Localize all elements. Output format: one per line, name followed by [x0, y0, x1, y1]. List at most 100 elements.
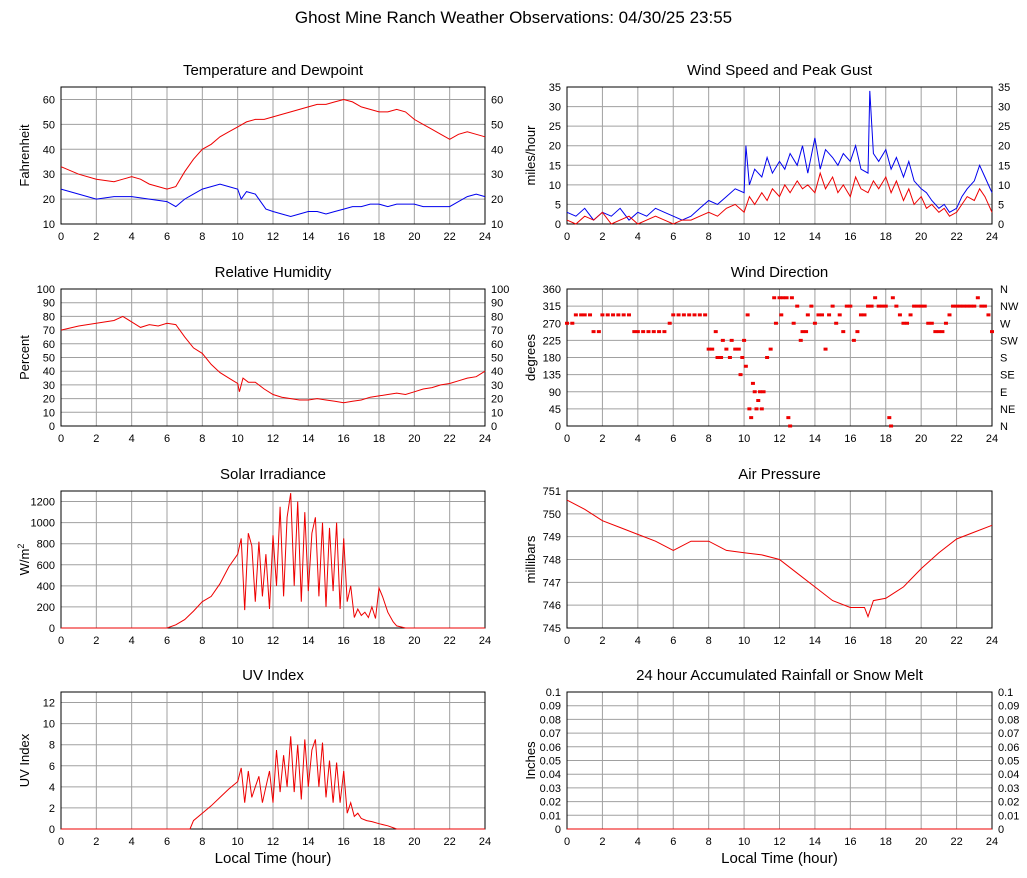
- page-title: Ghost Mine Ranch Weather Observations: 0…: [294, 8, 733, 27]
- humidity-x-tick-label: 24: [479, 433, 491, 445]
- humidity-x-tick-label: 16: [338, 433, 350, 445]
- solar-y-tick-label: 200: [37, 602, 55, 614]
- rain-y-tick-label-right: 0.01: [998, 810, 1019, 822]
- solar-y-tick-label: 600: [37, 560, 55, 572]
- wind-direction-point: [975, 296, 980, 300]
- wind-direction-point: [724, 347, 729, 351]
- rain-x-tick-label: 0: [564, 836, 570, 848]
- wind-speed-x-tick-label: 16: [844, 231, 856, 243]
- wind-speed-y-tick-label: 0: [555, 219, 561, 231]
- rain-y-tick-label: 0.02: [540, 797, 561, 809]
- rain-x-tick-label: 12: [773, 836, 785, 848]
- wind-direction-point: [866, 304, 871, 308]
- wind-direction-point: [692, 313, 697, 317]
- solar-x-tick-label: 14: [302, 635, 314, 647]
- temperature-title: Temperature and Dewpoint: [183, 62, 364, 79]
- humidity-y-tick-label-right: 30: [491, 380, 503, 392]
- temperature-x-tick-label: 10: [232, 231, 244, 243]
- wind-direction-x-tick-label: 18: [880, 433, 892, 445]
- pressure-y-tick-label: 748: [543, 555, 561, 567]
- temperature-y-tick-label-right: 50: [491, 119, 503, 131]
- wind-direction-point: [901, 321, 906, 325]
- wind-direction-point: [750, 381, 755, 385]
- wind-direction-point: [908, 313, 913, 317]
- temperature-x-tick-label: 20: [408, 231, 420, 243]
- wind-direction-point: [591, 330, 596, 334]
- wind-direction-compass-label: E: [1000, 387, 1007, 399]
- pressure-x-tick-label: 24: [986, 635, 998, 647]
- temperature-x-tick-label: 2: [93, 231, 99, 243]
- wind-direction-x-tick-label: 4: [635, 433, 641, 445]
- uv-x-tick-label: 2: [93, 836, 99, 848]
- wind-direction-x-tick-label: 16: [844, 433, 856, 445]
- wind-direction-point: [827, 313, 832, 317]
- uv-x-axis-label: Local Time (hour): [215, 850, 332, 867]
- rain-y-tick-label: 0.1: [546, 687, 561, 699]
- wind-direction-point: [765, 356, 770, 359]
- wind-direction-point: [651, 330, 656, 334]
- uv-x-tick-label: 14: [302, 836, 314, 848]
- wind-speed-x-tick-label: 20: [915, 231, 927, 243]
- wind-direction-x-tick-label: 6: [670, 433, 676, 445]
- wind-direction-compass-label: NE: [1000, 404, 1015, 416]
- pressure-title: Air Pressure: [738, 466, 821, 483]
- uv-x-tick-label: 16: [338, 836, 350, 848]
- pressure-y-axis-label: millibars: [523, 535, 538, 583]
- wind-direction-point: [889, 424, 894, 428]
- wind-direction-point: [715, 356, 720, 359]
- humidity-y-tick-label: 0: [49, 421, 55, 433]
- humidity-y-tick-label-right: 50: [491, 353, 503, 365]
- wind-direction-point: [727, 356, 732, 359]
- wind-direction-point: [588, 313, 593, 317]
- wind-direction-y-tick-label: 315: [543, 301, 561, 313]
- humidity-y-tick-label: 60: [43, 339, 55, 351]
- rain-x-tick-label: 24: [986, 836, 998, 848]
- wind-direction-y-tick-label: 270: [543, 318, 561, 330]
- pressure-y-tick-label: 745: [543, 623, 561, 635]
- wind-direction-point: [848, 304, 853, 308]
- wind-direction-point: [933, 330, 938, 334]
- pressure-x-tick-label: 4: [635, 635, 641, 647]
- rain-y-tick-label-right: 0.03: [998, 783, 1019, 795]
- uv-x-tick-label: 10: [232, 836, 244, 848]
- rain-y-tick-label: 0.08: [540, 714, 561, 726]
- temperature-x-tick-label: 24: [479, 231, 491, 243]
- solar-y-tick-label: 400: [37, 581, 55, 593]
- solar-x-tick-label: 22: [444, 635, 456, 647]
- wind-direction-compass-label: SW: [1000, 335, 1018, 347]
- wind-speed-y-tick-label-right: 20: [998, 141, 1010, 153]
- wind-speed-series-line-2: [566, 171, 993, 225]
- uv-x-tick-label: 18: [373, 836, 385, 848]
- rain-x-axis-label: Local Time (hour): [721, 850, 838, 867]
- wind-direction-x-tick-label: 22: [950, 433, 962, 445]
- wind-direction-point: [773, 321, 778, 325]
- pressure-x-tick-label: 8: [706, 635, 712, 647]
- wind-direction-point: [798, 338, 803, 342]
- wind-speed-x-tick-label: 2: [599, 231, 605, 243]
- wind-direction-x-tick-label: 20: [915, 433, 927, 445]
- wind-direction-point: [837, 313, 842, 317]
- wind-direction-point: [905, 321, 909, 325]
- wind-speed-y-tick-label: 10: [549, 180, 561, 192]
- uv-y-tick-label: 4: [49, 782, 55, 794]
- solar-x-tick-label: 16: [338, 635, 350, 647]
- wind-direction-point: [761, 390, 766, 394]
- wind-speed-series-line-1: [566, 90, 993, 221]
- wind-direction-x-tick-label: 12: [773, 433, 785, 445]
- wind-direction-point: [947, 313, 952, 317]
- wind-direction-point: [646, 330, 651, 334]
- wind-direction-point: [830, 304, 835, 308]
- humidity-series-line-1: [60, 315, 486, 404]
- wind-direction-point: [733, 347, 738, 351]
- humidity-x-tick-label: 20: [408, 433, 420, 445]
- temperature-y-tick-label: 60: [43, 94, 55, 106]
- pressure-plot-frame: [566, 490, 993, 629]
- wind-direction-point: [800, 330, 805, 334]
- humidity-y-tick-label: 100: [37, 284, 55, 296]
- wind-direction-point: [862, 313, 867, 317]
- rain-y-tick-label: 0.05: [540, 756, 561, 768]
- solar-x-tick-label: 18: [373, 635, 385, 647]
- wind-direction-y-tick-label: 90: [549, 387, 561, 399]
- wind-direction-point: [894, 304, 899, 308]
- wind-speed-y-tick-label: 25: [549, 121, 561, 133]
